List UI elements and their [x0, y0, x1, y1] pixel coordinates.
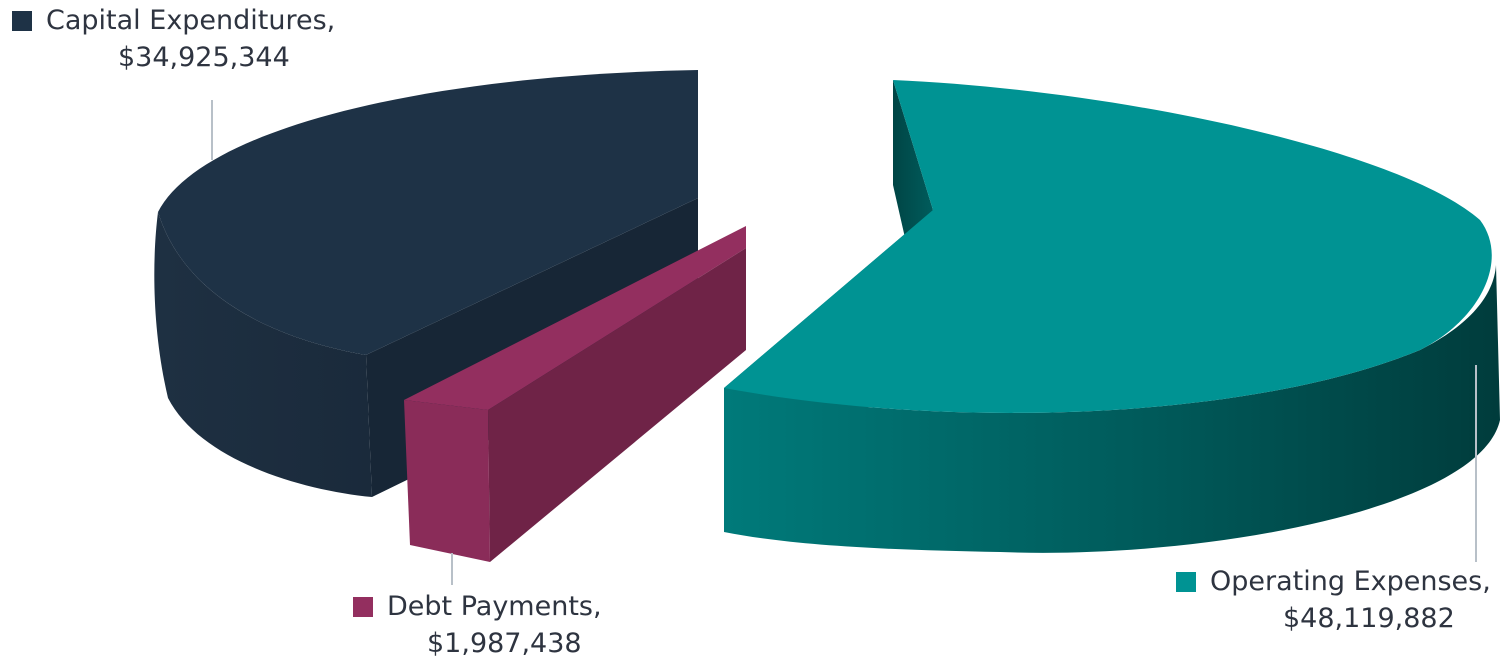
operating-label-text: Operating Expenses,: [1210, 566, 1491, 597]
operating-slice-side: [724, 265, 1500, 553]
debt-legend-swatch: [353, 596, 373, 617]
capital-legend-swatch: [12, 10, 32, 31]
slice-debt-payments: [404, 226, 746, 562]
capital-slice-side: [154, 212, 372, 497]
operating-expenses-label: Operating Expenses, $48,119,882: [1176, 563, 1491, 637]
debt-slice-left-face: [404, 400, 490, 562]
capital-slice-top: [158, 70, 698, 355]
capital-label-value: $34,925,344: [118, 42, 290, 73]
debt-slice-top: [404, 226, 746, 410]
debt-payments-label: Debt Payments, $1,987,438: [353, 588, 602, 662]
capital-expenditures-label: Capital Expenditures, $34,925,344: [12, 2, 335, 76]
operating-legend-swatch: [1176, 571, 1196, 592]
debt-slice-front-face: [488, 248, 746, 562]
debt-label-value: $1,987,438: [427, 628, 582, 659]
capital-label-text: Capital Expenditures,: [46, 5, 336, 36]
debt-label-text: Debt Payments,: [387, 591, 602, 622]
operating-slice-top: [724, 80, 1492, 413]
slice-operating-expenses: [724, 80, 1500, 553]
operating-label-value: $48,119,882: [1283, 603, 1455, 634]
